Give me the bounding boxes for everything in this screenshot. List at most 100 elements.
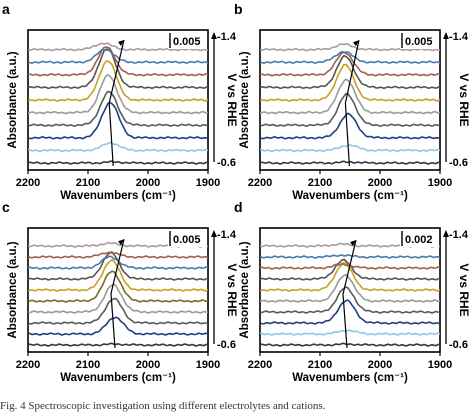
voltage-arrow-head (443, 230, 449, 237)
x-tick-label: 2200 (16, 359, 40, 371)
x-tick-label: 2100 (76, 177, 100, 189)
panel-a: 0.005 a 2200 2100 2000 1900 Wavenumbers (cm⁻¹)… (2, 1, 239, 202)
voltage-bottom-label: -0.6 (449, 339, 468, 351)
spectrum-line (260, 329, 440, 336)
panel-letter: c (2, 199, 10, 215)
x-tick-label: 1900 (428, 177, 452, 189)
voltage-arrow-head (211, 230, 217, 237)
spectrum-line (28, 316, 208, 336)
x-axis-label: Wavenumbers (cm⁻¹) (60, 190, 176, 202)
spectrum-line (260, 261, 440, 292)
scale-bar-bg (400, 229, 439, 247)
scale-bar-bg (400, 31, 439, 49)
spectrum-line (28, 258, 208, 292)
voltage-arrow-head (443, 32, 449, 39)
spectra-group (28, 42, 208, 165)
scale-bar-label: 0.005 (173, 234, 201, 246)
spectrum-line (260, 273, 440, 303)
spectrum-line (260, 160, 440, 165)
spectrum-line (260, 63, 440, 102)
spectrum-line (260, 51, 440, 77)
panel-c: 0.005 c 2200 2100 2000 1900 Wavenumbers (cm⁻¹)… (2, 199, 239, 384)
spectrum-line (260, 143, 440, 153)
scale-bar-bg (168, 229, 207, 247)
scale-bar-bg (168, 31, 207, 49)
spectrum-line (260, 299, 440, 325)
spectra-group (28, 241, 208, 347)
x-tick-label: 2000 (136, 177, 160, 189)
scale-bar-label: 0.005 (173, 36, 201, 48)
spectrum-line (28, 48, 208, 90)
spectrum-line (28, 251, 208, 259)
spectrum-line (28, 160, 208, 165)
voltage-bottom-label: -0.6 (217, 157, 236, 169)
y-axis-label: Absorbance (a.u.) (239, 51, 251, 148)
panel-d: 0.002 d 2200 2100 2000 1900 Wavenumbers (cm⁻¹)… (234, 199, 471, 384)
spectrum-line (260, 254, 440, 259)
voltage-top-label: -1.4 (217, 31, 237, 43)
x-tick-label: 2100 (308, 359, 332, 371)
scale-bar-label: 0.005 (405, 36, 433, 48)
spectrum-line (28, 141, 208, 153)
voltage-top-label: -1.4 (449, 31, 469, 43)
spectrum-line (28, 90, 208, 128)
spectrum-line (28, 270, 208, 303)
spectra-group (260, 242, 440, 347)
spectrum-line (28, 297, 208, 325)
spectrum-line (28, 255, 208, 270)
trend-arrow-head (118, 40, 124, 46)
x-tick-label: 2200 (16, 177, 40, 189)
trend-arrow-line (344, 40, 360, 167)
voltage-axis-label: V vs RHE (225, 73, 239, 126)
spectrum-line (28, 342, 208, 347)
voltage-axis-label: V vs RHE (225, 263, 239, 316)
spectrum-line (260, 342, 440, 347)
x-axis-label: Wavenumbers (cm⁻¹) (60, 372, 176, 384)
figure-caption: Fig. 4 Spectroscopic investigation using… (0, 400, 326, 412)
spectrum-line (28, 60, 208, 102)
voltage-top-label: -1.4 (217, 229, 237, 241)
x-tick-label: 2200 (248, 359, 272, 371)
x-tick-label: 2100 (76, 359, 100, 371)
trend-arrow-line (342, 239, 357, 349)
voltage-bottom-label: -0.6 (449, 157, 468, 169)
voltage-top-label: -1.4 (449, 229, 469, 241)
y-axis-label: Absorbance (a.u.) (7, 241, 19, 338)
spectrum-line (28, 42, 208, 52)
panel-letter: b (234, 1, 243, 17)
voltage-axis-label: V vs RHE (457, 263, 471, 316)
trend-arrow-head (353, 40, 359, 47)
x-tick-label: 2200 (248, 177, 272, 189)
voltage-axis-label: V vs RHE (457, 73, 471, 126)
x-axis-label: Wavenumbers (cm⁻¹) (292, 190, 408, 202)
x-tick-label: 1900 (428, 359, 452, 371)
x-tick-label: 2000 (368, 359, 392, 371)
x-axis-label: Wavenumbers (cm⁻¹) (292, 372, 408, 384)
x-tick-label: 2000 (136, 359, 160, 371)
y-axis-label: Absorbance (a.u.) (7, 51, 19, 148)
y-axis-label: Absorbance (a.u.) (239, 241, 251, 338)
spectrum-line (260, 112, 440, 140)
panel-b: 0.005 b 2200 2100 2000 1900 Wavenumbers (cm⁻¹)… (234, 1, 471, 202)
spectrum-line (260, 92, 440, 128)
trend-arrow-head (350, 240, 356, 247)
voltage-bottom-label: -0.6 (217, 339, 236, 351)
spectrum-line (260, 286, 440, 314)
spectrum-line (260, 42, 440, 52)
spectrum-line (260, 54, 440, 90)
spectrum-line (28, 283, 208, 314)
spectrum-line (28, 48, 208, 64)
x-tick-label: 1900 (196, 177, 220, 189)
spectrum-line (28, 73, 208, 115)
trend-arrow-line (108, 39, 125, 167)
spectra-group (260, 42, 440, 165)
voltage-arrow-head (211, 32, 217, 39)
trend-arrow-line (110, 239, 125, 349)
trend-arrow-head (118, 239, 124, 246)
spectrum-line (260, 50, 440, 64)
x-tick-label: 2100 (308, 177, 332, 189)
panel-letter: d (234, 199, 243, 215)
scale-bar-label: 0.002 (405, 234, 433, 246)
x-tick-label: 2000 (368, 177, 392, 189)
